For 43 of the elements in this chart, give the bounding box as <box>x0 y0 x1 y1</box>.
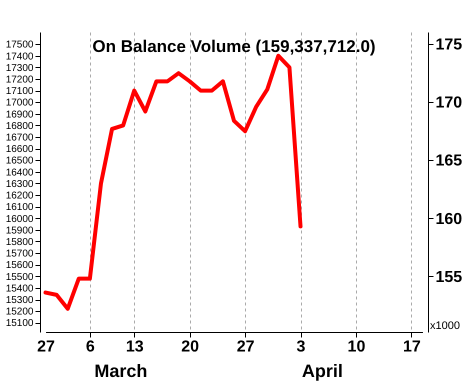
y-tick-label: 16700 <box>6 132 34 144</box>
x-tick-label: 3 <box>296 338 306 356</box>
y2-tick-label: 160 <box>436 210 462 228</box>
y-tick-label: 16100 <box>6 202 34 214</box>
x-tick-label: 10 <box>348 338 366 356</box>
x-tick-label: 27 <box>236 338 255 356</box>
y2-tick-label: 155 <box>436 268 462 286</box>
text: x1000 <box>430 320 460 332</box>
y-tick-label: 15500 <box>6 272 34 283</box>
y-tick-label: 15200 <box>6 306 34 318</box>
y-tick-label: 16800 <box>6 120 34 132</box>
y2-tick-label: 175 <box>436 36 462 54</box>
y-tick-label: 15400 <box>6 283 34 294</box>
y-tick-label: 15100 <box>6 318 34 330</box>
y-tick-label: 15900 <box>6 225 34 236</box>
chart-title: On Balance Volume (159,337,712.0) <box>92 37 376 56</box>
y-tick-label: 16400 <box>6 167 34 178</box>
y-tick-label: 17100 <box>6 86 34 98</box>
x-tick-label: 13 <box>126 338 144 356</box>
y-tick-label: 15600 <box>6 260 34 272</box>
text: April <box>302 361 343 381</box>
y-tick-label: 15800 <box>6 236 34 248</box>
y-tick-label: 15300 <box>6 295 34 306</box>
x-tick-label: 20 <box>181 338 200 356</box>
y2-tick-label: 165 <box>436 152 462 170</box>
x-tick-label: 27 <box>37 338 56 356</box>
y2-tick-label: 170 <box>436 94 462 112</box>
y-tick-label: 16500 <box>6 156 34 167</box>
y-tick-label: 16000 <box>6 214 34 225</box>
text: March <box>94 361 148 381</box>
line-series <box>44 54 303 311</box>
x-tick-label: 6 <box>86 338 95 356</box>
y-tick-label: 15700 <box>6 248 34 260</box>
y-tick-label: 17000 <box>6 98 34 109</box>
y-tick-label: 17400 <box>6 51 34 62</box>
y-tick-label: 17200 <box>6 74 34 86</box>
y-tick-label: 17300 <box>6 62 34 74</box>
y-tick-label: 16600 <box>6 144 34 156</box>
y-tick-label: 16900 <box>6 109 34 120</box>
y-tick-label: 16300 <box>6 178 34 190</box>
x-tick-label: 17 <box>402 338 421 356</box>
y-tick-label: 16200 <box>6 190 34 202</box>
y-tick-label: 17500 <box>6 40 34 51</box>
